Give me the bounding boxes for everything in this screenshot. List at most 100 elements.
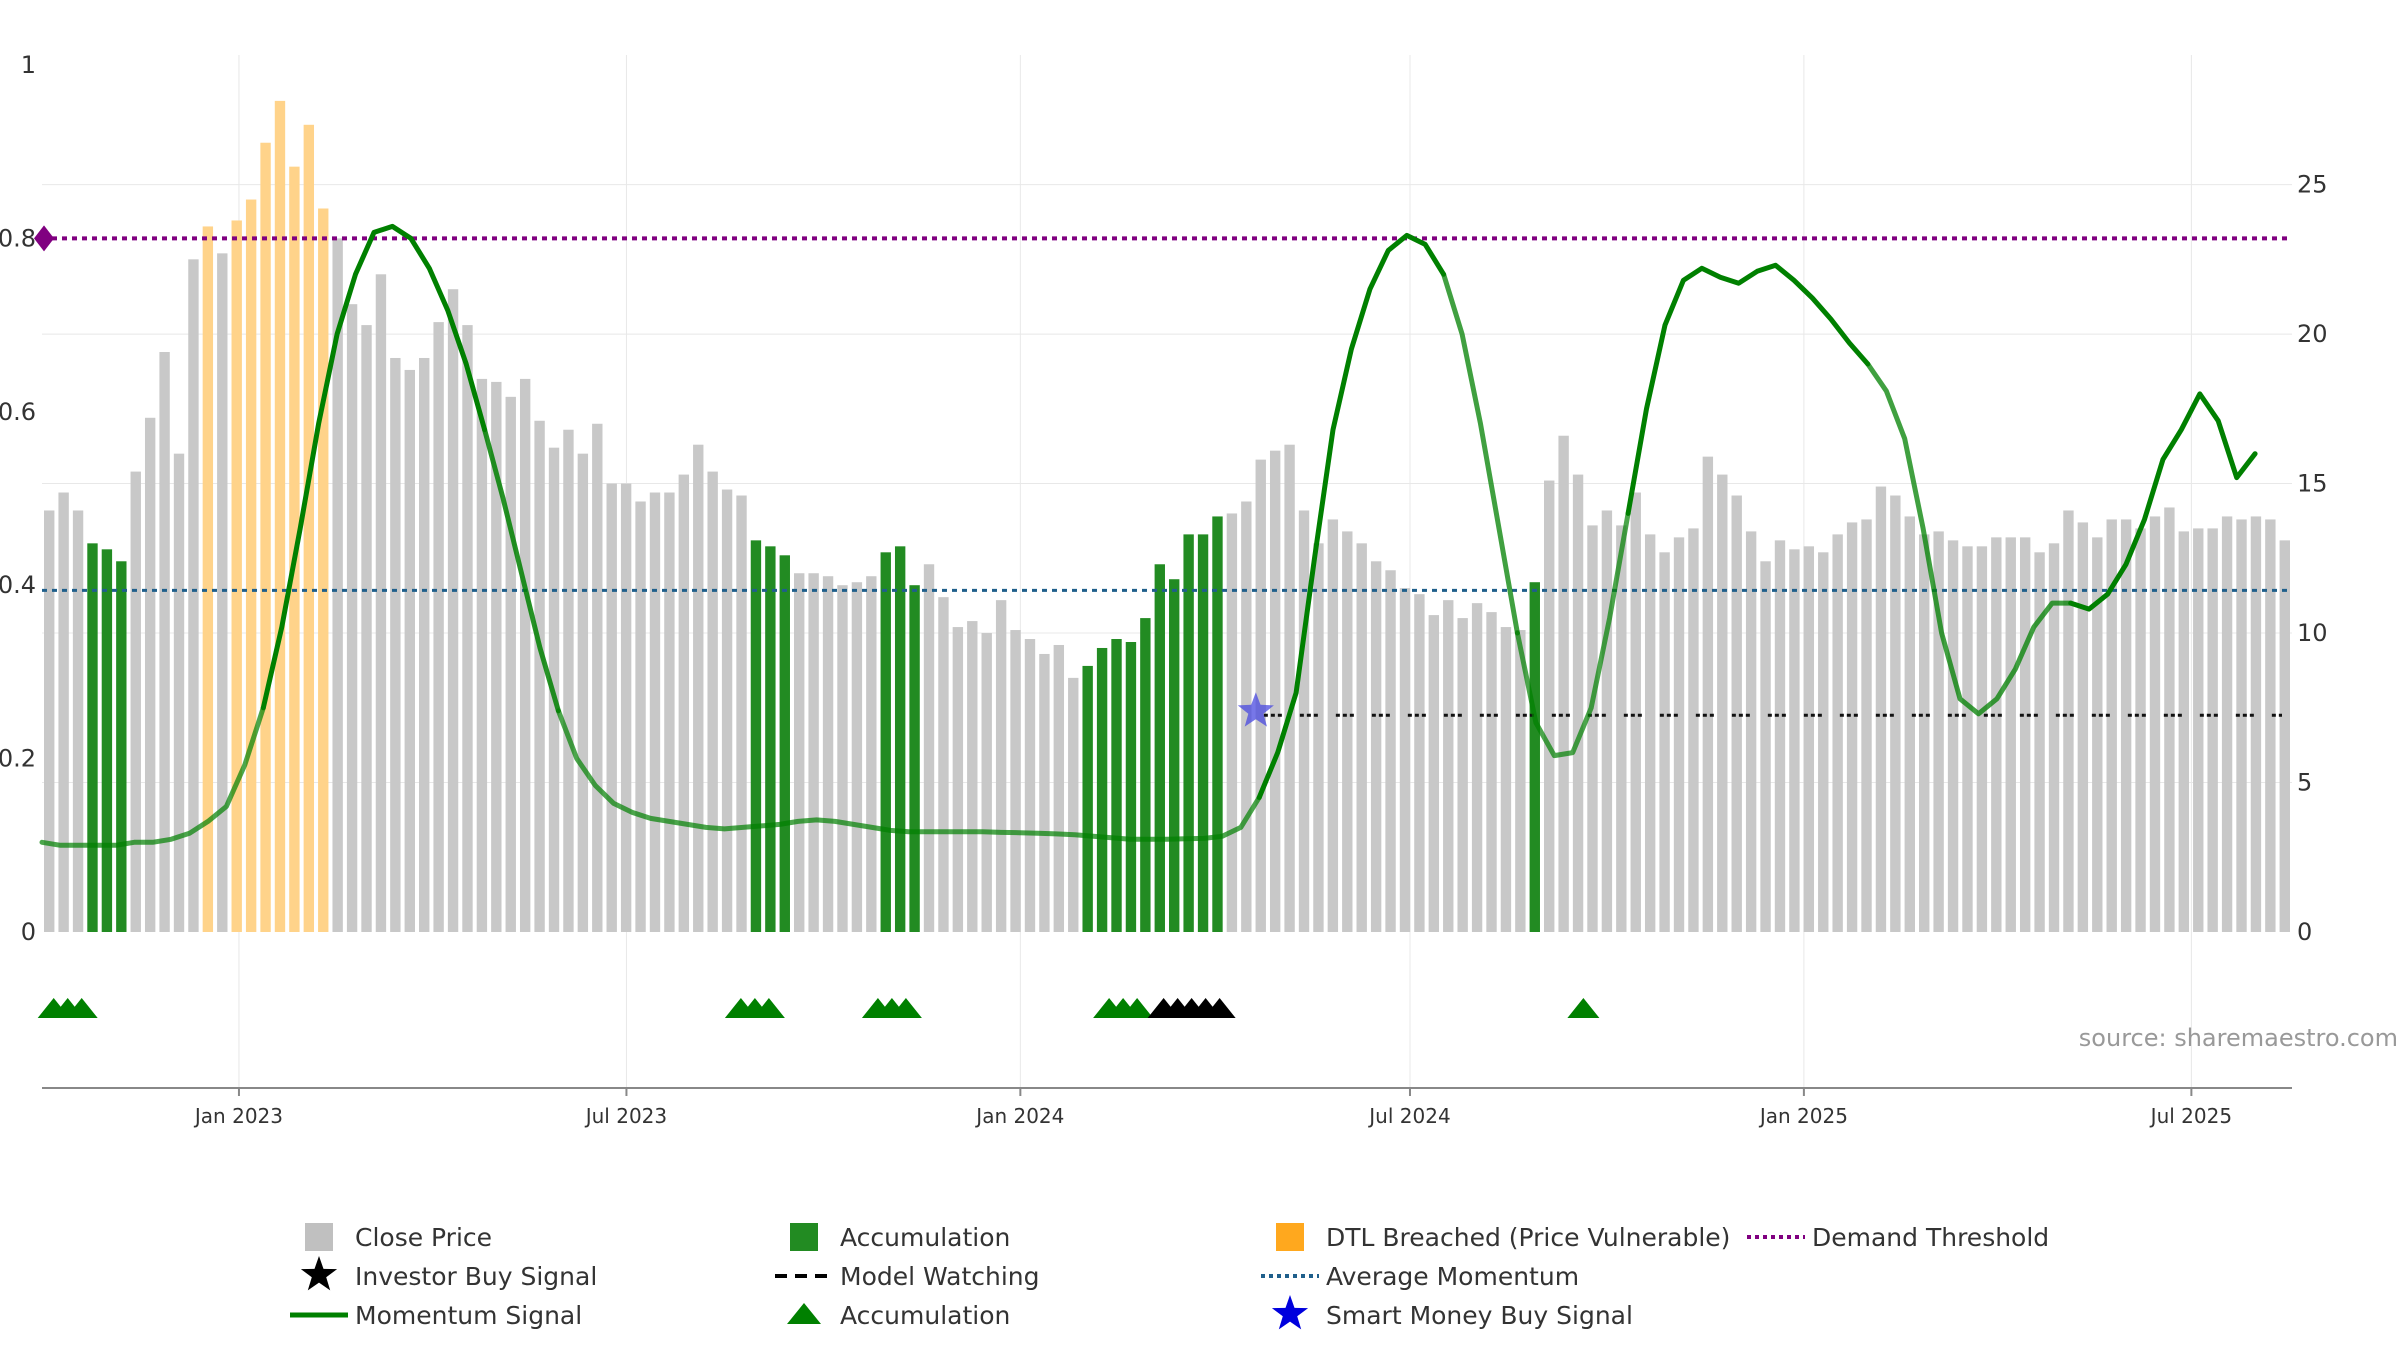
momentum-signal-line (555, 708, 1262, 842)
momentum-signal-line (1514, 510, 1631, 759)
accumulation-bar (116, 561, 127, 932)
close-price-bar (952, 627, 964, 932)
close-price-bar (1313, 543, 1324, 932)
close-price-bar (721, 489, 733, 932)
close-price-bar (1630, 492, 1641, 932)
legend-swatch-square (790, 1223, 818, 1251)
y-right-tick-label: 15 (2297, 470, 2328, 498)
price-bars (44, 100, 2290, 933)
close-price-bar (1673, 537, 1685, 932)
y-right-tick-label: 10 (2297, 619, 2328, 647)
legend-label: DTL Breached (Price Vulnerable) (1326, 1223, 1730, 1252)
close-price-bar (1875, 486, 1887, 932)
y-left-tick-label: 0.6 (0, 398, 36, 426)
legend: Close Price Investor Buy Signal Momentum S… (290, 1223, 2049, 1330)
momentum-signal-line (2068, 391, 2258, 612)
close-price-bar (2077, 522, 2089, 932)
close-price-bar (2193, 528, 2204, 932)
close-price-bar (1919, 534, 1930, 932)
close-price-bar (2178, 531, 2190, 932)
close-price-bar (44, 510, 55, 932)
y-right-tick-label: 25 (2297, 171, 2328, 199)
close-price-bar (606, 483, 617, 932)
close-price-bar (519, 378, 531, 932)
momentum-signal-line (39, 705, 266, 848)
dtl-breached-bar (318, 208, 329, 932)
close-price-bar (1241, 501, 1252, 932)
accumulation-bar (894, 546, 906, 932)
close-price-bar (1515, 630, 1526, 932)
close-price-bar (620, 483, 632, 932)
close-price-bar (462, 325, 473, 933)
accumulation-bar (765, 546, 776, 932)
close-price-bar (144, 417, 156, 932)
close-price-bar (1500, 627, 1512, 932)
legend-label: Momentum Signal (355, 1301, 582, 1330)
close-price-bar (1010, 630, 1021, 932)
close-price-bar (2279, 540, 2290, 932)
demand-threshold-group (34, 225, 2292, 252)
close-price-bar (1284, 444, 1295, 932)
close-price-bar (1053, 644, 1065, 932)
close-price-bar (447, 289, 459, 933)
legend-label: Smart Money Buy Signal (1326, 1301, 1633, 1330)
close-price-bar (2207, 528, 2218, 932)
dtl-breached-bar (274, 100, 286, 932)
accumulation-triangle (65, 998, 98, 1018)
close-price-bar (808, 573, 819, 932)
accumulation-bar (880, 552, 891, 932)
accumulation-bar (779, 555, 790, 932)
close-price-bar (1024, 639, 1036, 932)
accumulation-bar (1096, 647, 1108, 932)
close-price-bar (2236, 519, 2247, 932)
close-price-bar (707, 471, 718, 932)
y-left-tick-label: 0.8 (0, 224, 36, 252)
close-price-bar (159, 352, 170, 932)
accumulation-bar (101, 549, 113, 932)
accumulation-bar (87, 543, 98, 932)
close-price-bar (1774, 540, 1786, 932)
y-left-tick-label: 0.4 (0, 571, 36, 599)
close-price-bar (188, 259, 199, 933)
close-price-bar (346, 304, 358, 932)
legend-swatch-star (300, 1256, 338, 1291)
close-price-bar (1616, 525, 1627, 932)
y-left-tick-label: 1 (21, 51, 36, 79)
legend-label: Model Watching (840, 1262, 1040, 1291)
y-left-tick-label: 0 (21, 918, 36, 946)
accumulation-bar (1140, 618, 1151, 932)
momentum-signal-line (260, 223, 488, 711)
close-price-bar (1976, 546, 1988, 932)
accumulation-bar (1183, 534, 1194, 932)
close-price-bar (72, 510, 84, 932)
close-price-bar (1255, 459, 1266, 932)
close-price-bar (635, 501, 646, 932)
close-price-bar (58, 492, 69, 932)
accumulation-bar (909, 585, 920, 932)
close-price-bar (1890, 495, 1901, 932)
accumulation-triangle (1567, 998, 1600, 1018)
close-price-bar (649, 492, 661, 932)
dtl-breached-bar (303, 124, 315, 933)
close-price-bar (1544, 480, 1555, 932)
source-credit: source: sharemaestro.com (2079, 1024, 2398, 1052)
close-price-bar (1846, 522, 1858, 932)
close-price-bar (592, 423, 603, 932)
close-price-bar (1039, 653, 1050, 932)
close-price-bar (1226, 513, 1238, 932)
close-price-bar (1068, 677, 1079, 932)
close-price-bar (2149, 516, 2161, 932)
close-price-bar (678, 474, 690, 932)
close-price-bar (2135, 528, 2146, 932)
close-price-bar (1356, 543, 1367, 932)
close-price-bar (1789, 549, 1800, 932)
close-price-bar (1414, 594, 1425, 932)
close-price-bar (1659, 552, 1670, 932)
close-price-bar (2164, 507, 2175, 932)
legend-label: Accumulation (840, 1301, 1010, 1330)
legend-swatch-square (305, 1223, 333, 1251)
close-price-bar (491, 381, 502, 932)
accumulation-bar (1082, 665, 1093, 932)
close-price-bar (851, 582, 863, 932)
legend-swatch-star (1271, 1295, 1309, 1330)
